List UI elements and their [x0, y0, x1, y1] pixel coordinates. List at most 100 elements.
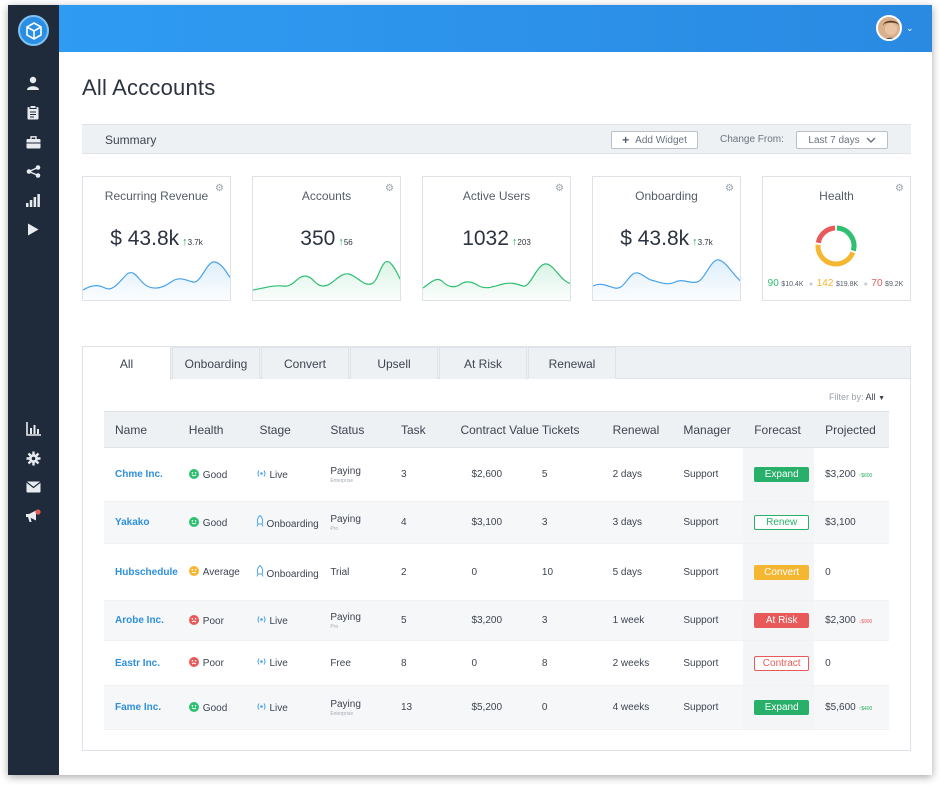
health-label: Poor [202, 615, 224, 627]
card-accounts[interactable]: Accounts ⚙ 350 ↑56 [252, 176, 401, 301]
table-body: Chme Inc. Good Live Paying Enterprise 3 $2,600… [104, 447, 889, 730]
tickets-cell: 8 [541, 640, 602, 686]
tab-onboarding[interactable]: Onboarding [172, 347, 260, 379]
account-name-link[interactable]: Fame Inc. [115, 702, 162, 713]
renewal-cell: 4 weeks [601, 685, 673, 730]
signal-icon[interactable] [23, 190, 43, 210]
forecast-badge[interactable]: At Risk [754, 613, 810, 628]
table-row[interactable]: Chme Inc. Good Live Paying Enterprise 3 $2,600… [104, 447, 889, 502]
gear-icon[interactable]: ⚙ [725, 183, 734, 194]
gear-icon[interactable]: ⚙ [215, 183, 224, 194]
column-header[interactable]: Contract Value [460, 411, 542, 448]
column-header[interactable]: Stage [248, 411, 320, 448]
sidebar [8, 5, 59, 775]
plus-icon: + [622, 133, 630, 147]
tab-upsell[interactable]: Upsell [350, 347, 438, 379]
user-icon[interactable] [23, 73, 43, 93]
account-name-cell[interactable]: Hubschedule [104, 543, 178, 601]
column-header[interactable]: Name [104, 411, 178, 448]
tab-all[interactable]: All [83, 347, 171, 380]
status-label: Paying [330, 465, 361, 477]
account-name-cell[interactable]: Arobe Inc. [104, 600, 178, 641]
account-name-cell[interactable]: Eastr Inc. [104, 640, 178, 686]
stage-cell: Live [248, 600, 320, 641]
column-header[interactable]: Manager [672, 411, 744, 448]
forecast-badge[interactable]: Convert [754, 564, 810, 580]
task-cell: 13 [389, 685, 461, 730]
account-name-cell[interactable]: Chme Inc. [104, 447, 178, 502]
projected-value: 0 [825, 566, 831, 578]
account-name-link[interactable]: Eastr Inc. [115, 657, 161, 669]
tab-at-risk[interactable]: At Risk [439, 347, 527, 379]
account-name-link[interactable]: Arobe Inc. [115, 615, 164, 626]
gear-icon[interactable]: ⚙ [385, 183, 394, 194]
chevron-down-icon[interactable]: ⌄ [906, 23, 914, 33]
card-active-users[interactable]: Active Users ⚙ 1032 ↑203 [422, 176, 571, 301]
accounts-table: Name Health Stage Status Task Contract V… [104, 411, 889, 730]
frown-icon [188, 657, 199, 667]
column-header[interactable]: Task [389, 411, 461, 448]
mail-icon[interactable] [23, 477, 43, 497]
filter-dropdown[interactable]: Filter by: All ▼ [829, 392, 885, 402]
forecast-badge[interactable]: Contract [754, 655, 810, 671]
briefcase-icon[interactable] [23, 132, 43, 152]
forecast-cell: Renew [743, 501, 815, 544]
sparkline [423, 263, 570, 300]
bar-chart-icon[interactable] [23, 419, 43, 439]
account-name-cell[interactable]: Fame Inc. [104, 685, 178, 730]
manager-cell: Support [672, 685, 744, 730]
forecast-badge[interactable]: Expand [754, 467, 810, 482]
user-avatar[interactable] [876, 15, 902, 41]
table-row[interactable]: Yakako Good Onboarding Paying Pro 4 $3,100 3 3 d… [104, 501, 889, 544]
card-recurring-revenue[interactable]: Recurring Revenue ⚙ $ 43.8k ↑3.7k [82, 176, 231, 301]
task-cell: 2 [389, 543, 461, 601]
donut-segment [815, 244, 856, 267]
card-onboarding[interactable]: Onboarding ⚙ $ 43.8k ↑3.7k [592, 176, 741, 301]
column-header[interactable]: Health [177, 411, 249, 448]
table-row[interactable]: Eastr Inc. Poor Live Free 8 0 8 2 weeks Support C… [104, 640, 889, 686]
tab-convert[interactable]: Convert [261, 347, 349, 379]
play-icon[interactable] [23, 219, 43, 239]
gear-icon[interactable]: ⚙ [555, 183, 564, 194]
projected-cell: $3,100 [814, 501, 889, 544]
forecast-badge[interactable]: Renew [754, 515, 810, 530]
manager-cell: Support [672, 501, 744, 544]
tickets-cell: 5 [541, 447, 602, 502]
projected-value: 0 [825, 657, 831, 669]
account-name-link[interactable]: Chme Inc. [115, 469, 163, 480]
table-row[interactable]: Arobe Inc. Poor Live Paying Pro 5 $3,200 3 1 wee… [104, 600, 889, 641]
card-health[interactable]: Health ⚙ 90 $10.4K ● 142 $19.8K ● 70 $9.… [762, 176, 911, 301]
projected-value: $5,600 [825, 702, 856, 713]
column-header[interactable]: Renewal [601, 411, 673, 448]
tab-renewal[interactable]: Renewal [528, 347, 616, 379]
forecast-badge[interactable]: Expand [754, 700, 810, 715]
table-header-row: Name Health Stage Status Task Contract V… [104, 411, 889, 448]
clipboard-icon[interactable] [23, 102, 43, 122]
filter-label: Filter by: [829, 392, 864, 402]
account-name-link[interactable]: Yakako [115, 517, 150, 528]
app-window: ⌄ All Acccounts Summary + Add Widget Cha… [8, 5, 932, 775]
gear-icon[interactable]: ⚙ [895, 183, 904, 194]
status-cell: Paying Pro [319, 501, 390, 544]
health-label: Good [202, 469, 228, 481]
date-range-select[interactable]: Last 7 days [796, 131, 888, 149]
column-header[interactable]: Forecast [743, 411, 815, 448]
forecast-cell: At Risk [743, 600, 815, 641]
add-widget-button[interactable]: + Add Widget [611, 131, 698, 149]
health-average-count: 142 [816, 278, 834, 289]
separator-dot: ● [809, 281, 814, 288]
table-row[interactable]: Hubschedule Average Onboarding Trial 2 0 10 5 d… [104, 543, 889, 601]
account-name-link[interactable]: Hubschedule [115, 566, 178, 578]
table-row[interactable]: Fame Inc. Good Live Paying Enterprise 13 $5,20… [104, 685, 889, 730]
column-header[interactable]: Projected [814, 411, 889, 448]
column-header[interactable]: Tickets [541, 411, 602, 448]
frown-icon [188, 614, 199, 625]
column-header[interactable]: Status [319, 411, 390, 448]
account-name-cell[interactable]: Yakako [104, 501, 178, 544]
share-icon[interactable] [23, 161, 43, 181]
megaphone-icon[interactable] [23, 506, 43, 526]
cube-logo-icon[interactable] [18, 15, 49, 46]
forecast-cell: Convert [743, 543, 815, 601]
sparkline [593, 259, 740, 300]
gear-icon[interactable] [23, 448, 43, 468]
